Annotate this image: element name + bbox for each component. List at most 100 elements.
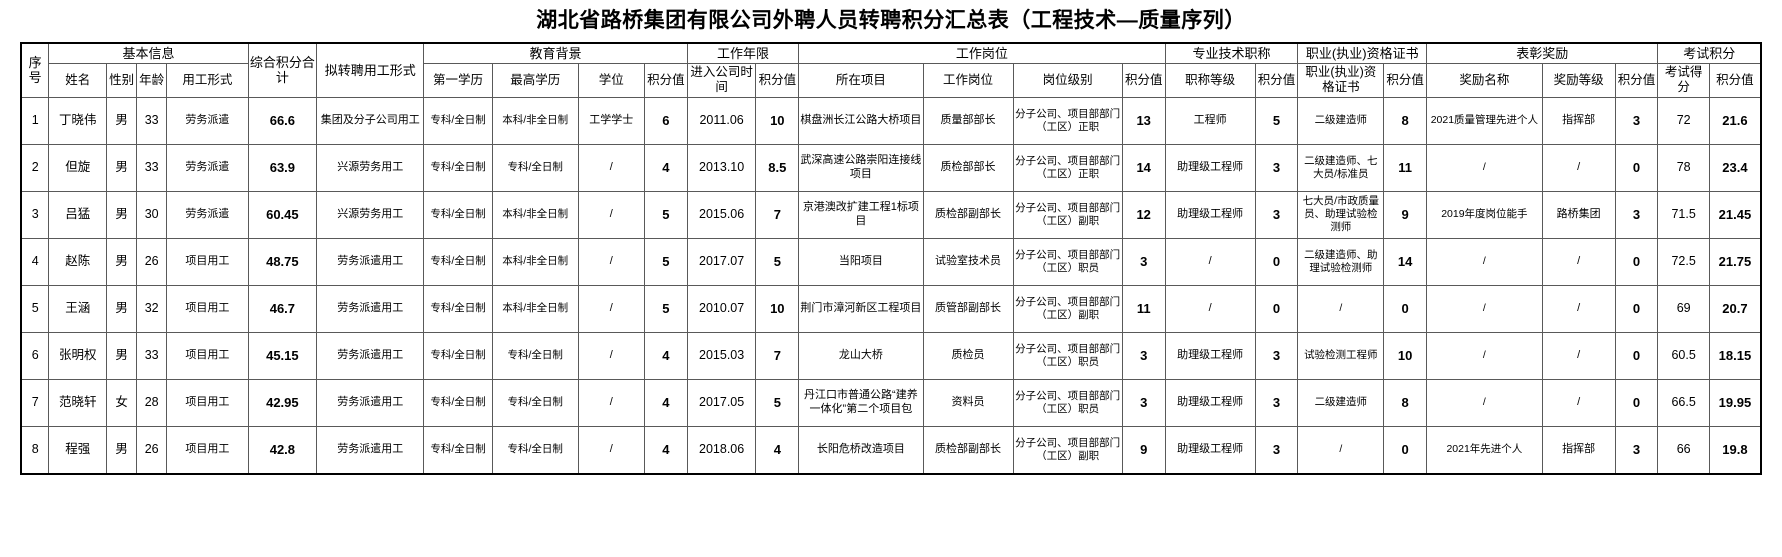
- cell-first-degree: 专科/全日制: [423, 284, 493, 333]
- cell-year-points: 5: [755, 378, 800, 427]
- header-group-row: 序号 基本信息 综合积分合计 拟转聘用工形式 教育背景 工作年限 工作岗位 专业…: [20, 42, 1762, 98]
- cell-name: 张明权: [48, 331, 108, 380]
- cell-edu-points: 5: [643, 190, 688, 239]
- cell-join-time: 2018.06: [686, 425, 757, 475]
- col-first-degree: 第一学历: [423, 63, 493, 98]
- cell-age: 33: [136, 331, 168, 380]
- cell-year-points: 7: [755, 331, 800, 380]
- cell-post-points: 13: [1121, 96, 1166, 145]
- cell-age: 32: [136, 284, 168, 333]
- cell-gender: 男: [106, 425, 138, 475]
- cell-award-level: /: [1541, 143, 1616, 192]
- cell-cert-name: 试验检测工程师: [1297, 331, 1385, 380]
- cell-join-time: 2015.03: [686, 331, 757, 380]
- cell-cert-points: 9: [1383, 190, 1428, 239]
- cell-age: 26: [136, 425, 168, 475]
- cell-post: 试验室技术员: [922, 237, 1014, 286]
- cell-post-level: 分子公司、项目部部门（工区）正职: [1012, 96, 1123, 145]
- cell-post-level: 分子公司、项目部部门（工区）职员: [1012, 378, 1123, 427]
- cell-title-points: 3: [1254, 190, 1299, 239]
- col-group-sn: 序号: [20, 42, 50, 98]
- cell-award-name: 2021年先进个人: [1426, 425, 1543, 475]
- cell-first-degree: 专科/全日制: [423, 143, 493, 192]
- cell-first-degree: 专科/全日制: [423, 331, 493, 380]
- cell-award-points: 0: [1614, 143, 1659, 192]
- cell-name: 丁晓伟: [48, 96, 108, 145]
- col-age: 年龄: [136, 63, 168, 98]
- cell-name: 赵陈: [48, 237, 108, 286]
- cell-post-points: 3: [1121, 331, 1166, 380]
- cell-employ-form: 项目用工: [166, 284, 249, 333]
- cell-gender: 男: [106, 190, 138, 239]
- cell-gender: 男: [106, 143, 138, 192]
- cell-award-points: 0: [1614, 237, 1659, 286]
- cell-gender: 男: [106, 237, 138, 286]
- col-post: 工作岗位: [922, 63, 1014, 98]
- cell-join-time: 2011.06: [686, 96, 757, 145]
- cell-post: 质量部部长: [922, 96, 1014, 145]
- cell-sn: 5: [20, 284, 50, 333]
- cell-exam-score: 66: [1657, 425, 1710, 475]
- col-group-work-post: 工作岗位: [798, 42, 1166, 65]
- cell-year-points: 5: [755, 237, 800, 286]
- cell-planned: 劳务派遣用工: [316, 284, 425, 333]
- cell-planned: 集团及分子公司用工: [316, 96, 425, 145]
- cell-cert-points: 0: [1383, 284, 1428, 333]
- cell-planned: 劳务派遣用工: [316, 378, 425, 427]
- cell-join-time: 2017.05: [686, 378, 757, 427]
- col-degree: 学位: [577, 63, 645, 98]
- cell-post-points: 11: [1121, 284, 1166, 333]
- cell-cert-name: 七大员/市政质量员、助理试验检测师: [1297, 190, 1385, 239]
- cell-age: 33: [136, 96, 168, 145]
- cell-age: 30: [136, 190, 168, 239]
- cell-sn: 6: [20, 331, 50, 380]
- col-award-name: 奖励名称: [1426, 63, 1543, 98]
- cell-award-points: 0: [1614, 284, 1659, 333]
- cell-planned: 劳务派遣用工: [316, 237, 425, 286]
- cell-cert-name: 二级建造师、助理试验检测师: [1297, 237, 1385, 286]
- cell-post-points: 12: [1121, 190, 1166, 239]
- cell-exam-points: 19.95: [1708, 378, 1762, 427]
- cell-sn: 4: [20, 237, 50, 286]
- cell-award-name: 2019年度岗位能手: [1426, 190, 1543, 239]
- cell-gender: 男: [106, 284, 138, 333]
- table-row: 4 赵陈男 26 项目用工 48.75 劳务派遣用工 专科/全日制 本科/非全日制/5 2017…: [20, 237, 1762, 286]
- cell-degree: /: [577, 190, 645, 239]
- cell-gender: 女: [106, 378, 138, 427]
- cell-exam-points: 21.45: [1708, 190, 1762, 239]
- col-group-cert: 职业(执业)资格证书: [1297, 42, 1428, 65]
- cell-post: 资料员: [922, 378, 1014, 427]
- cell-post-level: 分子公司、项目部部门（工区）正职: [1012, 143, 1123, 192]
- cell-post: 质检部部长: [922, 143, 1014, 192]
- cell-award-name: /: [1426, 378, 1543, 427]
- cell-highest-degree: 专科/全日制: [491, 425, 579, 475]
- cell-name: 但旋: [48, 143, 108, 192]
- cell-highest-degree: 本科/非全日制: [491, 96, 579, 145]
- cell-total: 45.15: [247, 331, 318, 380]
- cell-award-name: /: [1426, 284, 1543, 333]
- col-name: 姓名: [48, 63, 108, 98]
- col-award-level: 奖励等级: [1541, 63, 1616, 98]
- cell-name: 吕猛: [48, 190, 108, 239]
- cell-exam-score: 78: [1657, 143, 1710, 192]
- cell-planned: 劳务派遣用工: [316, 425, 425, 475]
- cell-post-level: 分子公司、项目部部门（工区）副职: [1012, 284, 1123, 333]
- cell-cert-name: 二级建造师、七大员/标准员: [1297, 143, 1385, 192]
- cell-award-level: /: [1541, 284, 1616, 333]
- cell-cert-name: /: [1297, 284, 1385, 333]
- cell-year-points: 8.5: [755, 143, 800, 192]
- table-row: 5 王涵男 32 项目用工 46.7 劳务派遣用工 专科/全日制 本科/非全日制/5 2010.…: [20, 284, 1762, 333]
- cell-exam-score: 66.5: [1657, 378, 1710, 427]
- cell-planned: 兴源劳务用工: [316, 143, 425, 192]
- cell-exam-score: 69: [1657, 284, 1710, 333]
- cell-edu-points: 4: [643, 143, 688, 192]
- cell-planned: 劳务派遣用工: [316, 331, 425, 380]
- cell-edu-points: 5: [643, 284, 688, 333]
- cell-exam-score: 72.5: [1657, 237, 1710, 286]
- cell-post-level: 分子公司、项目部部门（工区）副职: [1012, 425, 1123, 475]
- cell-edu-points: 4: [643, 425, 688, 475]
- col-project: 所在项目: [798, 63, 924, 98]
- table-row: 7 范晓轩女 28 项目用工 42.95 劳务派遣用工 专科/全日制 专科/全日制/4 2017…: [20, 378, 1762, 427]
- cell-year-points: 10: [755, 96, 800, 145]
- cell-degree: /: [577, 237, 645, 286]
